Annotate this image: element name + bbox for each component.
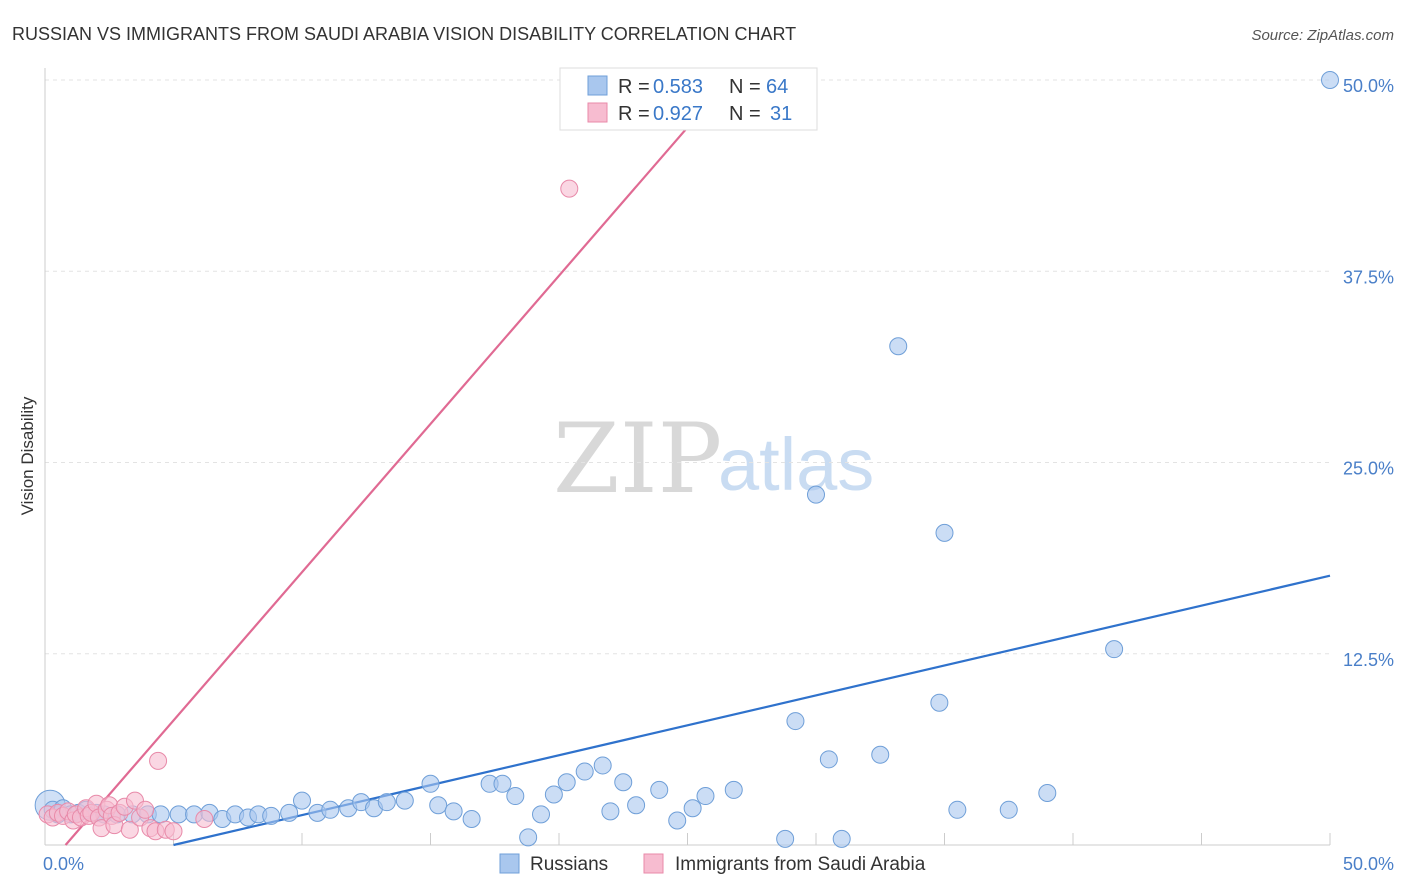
point-russians-20 (280, 803, 299, 822)
x-tick-label-min: 0.0% (43, 854, 84, 874)
legend-n-value-saudi: 31 (770, 103, 792, 125)
point-russians-48 (696, 787, 715, 806)
point-russians-46 (668, 811, 687, 830)
watermark-atlas: atlas (718, 423, 874, 506)
bottom-legend: Russians Immigrants from Saudi Arabia (499, 853, 926, 875)
legend-r-label-russians: R = (618, 76, 650, 98)
watermark: ZIP atlas (553, 403, 874, 515)
point-russians-52 (832, 829, 851, 848)
legend-r-value-russians: 0.583 (653, 76, 703, 98)
point-russians-61 (807, 485, 825, 504)
data-points (34, 71, 1339, 848)
point-russians-31 (444, 802, 463, 821)
point-russians-57 (948, 800, 967, 819)
bottom-legend-label-saudi: Immigrants from Saudi Arabia (675, 854, 926, 875)
point-russians-39 (557, 773, 576, 792)
legend-r-label-saudi: R = (618, 103, 650, 125)
point-russians-44 (627, 796, 646, 815)
point-russians-62 (935, 523, 954, 542)
point-saudi-28 (164, 822, 183, 841)
legend: R = 0.583 N = 64 R = 0.927 N = 31 (559, 67, 818, 131)
point-russians-34 (493, 774, 512, 793)
point-russians-23 (321, 800, 340, 819)
legend-n-value-russians: 64 (766, 76, 788, 98)
point-russians-30 (429, 796, 448, 815)
point-russians-40 (575, 762, 594, 781)
point-russians-58 (999, 800, 1018, 819)
point-russians-63 (1321, 71, 1339, 89)
grid (44, 79, 1331, 845)
point-russians-27 (377, 793, 396, 812)
y-tick-label-1: 25.0% (1343, 459, 1394, 479)
point-russians-45 (650, 780, 669, 799)
point-russians-51 (819, 750, 838, 769)
point-russians-21 (293, 791, 311, 810)
legend-swatch-saudi (587, 102, 608, 123)
y-tick-label-2: 37.5% (1343, 267, 1394, 287)
point-russians-43 (614, 773, 633, 792)
legend-n-label-saudi: N = (729, 103, 761, 125)
point-russians-59 (1038, 783, 1057, 802)
point-russians-28 (395, 791, 414, 810)
bottom-legend-swatch-russians (499, 853, 520, 874)
point-russians-32 (462, 809, 481, 828)
point-russians-19 (262, 806, 281, 825)
point-saudi-23 (136, 800, 155, 819)
legend-n-label-russians: N = (729, 76, 761, 98)
point-russians-60 (1105, 640, 1124, 659)
point-russians-50 (776, 829, 795, 848)
y-tick-label-3: 50.0% (1343, 76, 1394, 96)
point-russians-35 (506, 787, 525, 806)
axes (44, 68, 1330, 846)
point-russians-12 (169, 805, 188, 824)
legend-swatch-russians (587, 75, 608, 96)
point-russians-55 (889, 337, 908, 356)
point-saudi-26 (149, 751, 168, 770)
point-russians-41 (593, 756, 612, 775)
bottom-legend-swatch-saudi (643, 853, 664, 874)
point-saudi-20 (120, 820, 139, 839)
trend-line-saudi (64, 126, 689, 846)
point-russians-54 (786, 712, 805, 731)
point-russians-37 (532, 805, 551, 824)
y-tick-label-0: 12.5% (1343, 650, 1394, 670)
x-tick-label-max: 50.0% (1343, 854, 1394, 874)
point-russians-29 (421, 774, 440, 793)
point-russians-56 (930, 693, 949, 712)
point-russians-53 (871, 745, 890, 764)
y-tick-labels: 12.5% 25.0% 37.5% 50.0% (1343, 76, 1394, 670)
bottom-legend-label-russians: Russians (530, 854, 608, 875)
point-saudi-30 (560, 179, 579, 198)
point-russians-47 (683, 799, 702, 818)
point-saudi-29 (195, 809, 214, 828)
legend-r-value-saudi: 0.927 (653, 103, 703, 125)
point-russians-38 (544, 785, 563, 804)
y-axis-label: Vision Disability (18, 396, 37, 515)
watermark-zip: ZIP (553, 403, 722, 515)
point-russians-36 (519, 828, 538, 847)
point-russians-42 (601, 802, 620, 821)
chart-source: Source: ZipAtlas.com (1251, 27, 1394, 44)
point-russians-49 (724, 780, 743, 799)
chart-title: RUSSIAN VS IMMIGRANTS FROM SAUDI ARABIA … (12, 24, 796, 44)
